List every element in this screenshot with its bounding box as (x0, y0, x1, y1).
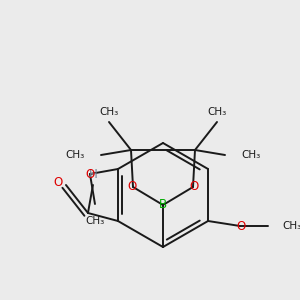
Text: O: O (189, 181, 199, 194)
Text: CH₃: CH₃ (282, 221, 300, 231)
Text: CH₃: CH₃ (207, 107, 226, 117)
Text: CH₃: CH₃ (99, 107, 119, 117)
Text: H: H (88, 169, 97, 182)
Text: O: O (236, 220, 246, 232)
Text: CH₃: CH₃ (241, 150, 260, 160)
Text: CH₃: CH₃ (66, 150, 85, 160)
Text: O: O (53, 176, 63, 190)
Text: O: O (85, 169, 94, 182)
Text: CH₃: CH₃ (85, 216, 105, 226)
Text: B: B (159, 199, 167, 212)
Text: O: O (128, 181, 136, 194)
